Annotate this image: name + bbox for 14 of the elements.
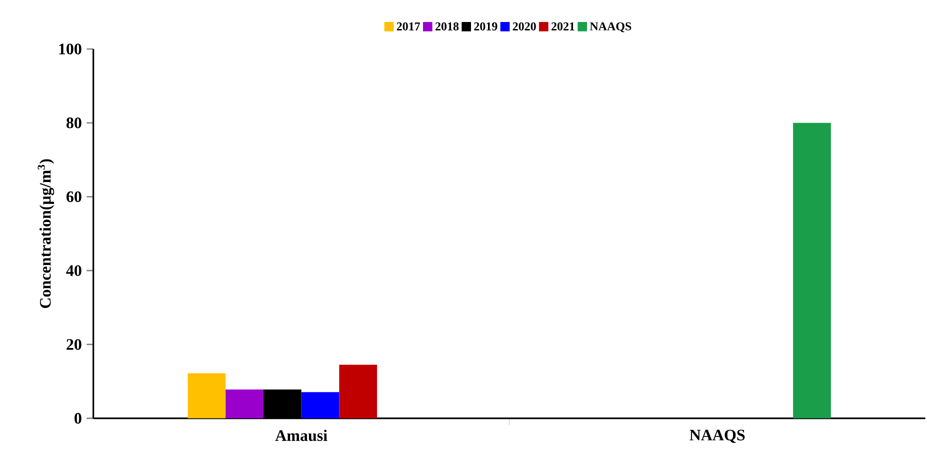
y-tick-label: 80 (66, 117, 82, 128)
y-tick-label: 0 (74, 412, 82, 424)
legend-label: 2021 (552, 22, 574, 30)
y-tick-label: 100 (59, 44, 82, 54)
legend-label: 2019 (474, 22, 498, 30)
legend-label: 2017 (396, 22, 420, 30)
y-axis-title: Concentration(µg/m$^{3}$) (38, 159, 54, 308)
y-tick-label: 40 (66, 265, 82, 276)
legend-label: 2018 (436, 22, 459, 30)
y-tick-label: 20 (66, 339, 82, 350)
legend-label: NAAQS (590, 22, 632, 32)
y-tick-label: 60 (66, 191, 82, 202)
legend-label: 2020 (512, 22, 536, 30)
x-tick-label: Amausi (275, 430, 328, 441)
